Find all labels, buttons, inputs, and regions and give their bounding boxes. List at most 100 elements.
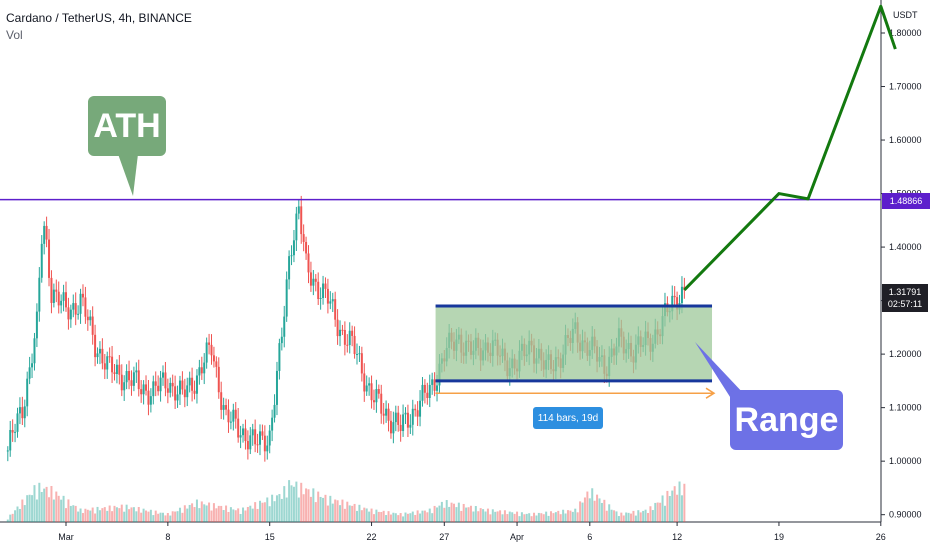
volume-bar <box>9 514 12 522</box>
volume-bar <box>346 501 349 522</box>
volume-bar <box>302 494 305 522</box>
chart-legend: Cardano / TetherUS, 4h, BINANCE Vol <box>6 10 192 44</box>
volume-bar <box>159 512 162 522</box>
volume-bar <box>329 495 332 522</box>
candle-body <box>382 413 385 416</box>
candle-body <box>329 301 332 304</box>
candle-body <box>31 363 34 368</box>
volume-bar <box>285 497 288 522</box>
volume-bar <box>72 505 75 522</box>
volume-bar <box>106 510 109 522</box>
volume-bar <box>171 511 174 522</box>
volume-bar <box>309 496 312 522</box>
volume-bar <box>166 513 169 522</box>
candle-body <box>210 344 213 356</box>
candle-body <box>60 300 63 306</box>
candle-body <box>314 278 317 282</box>
candle-body <box>419 400 422 417</box>
volume-bar <box>625 512 628 522</box>
volume-bar <box>353 503 356 522</box>
candle-body <box>394 412 397 423</box>
candle-body <box>317 281 320 299</box>
candle-body <box>278 343 281 371</box>
candle-body <box>232 409 235 422</box>
volume-bar <box>256 508 259 522</box>
volume-bar <box>237 508 240 522</box>
candle-body <box>297 206 300 214</box>
x-tick-label: 26 <box>876 532 886 542</box>
volume-bar <box>195 499 198 522</box>
y-tick-label: 1.70000 <box>889 82 922 92</box>
candle-body <box>300 206 303 235</box>
volume-bar <box>74 505 77 522</box>
volume-bar <box>467 507 470 522</box>
volume-bar <box>31 495 34 522</box>
candle-body <box>84 297 87 317</box>
volume-bar <box>193 507 196 522</box>
volume-bar <box>203 504 206 522</box>
volume-bar <box>40 491 43 522</box>
volume-bar <box>486 508 489 522</box>
volume-bar <box>639 512 642 522</box>
volume-bar <box>205 505 208 522</box>
volume-bar <box>598 498 601 522</box>
volume-bar <box>622 515 625 522</box>
candle-body <box>9 429 12 451</box>
candle-body <box>50 277 53 303</box>
volume-bar <box>666 490 669 522</box>
candle-body <box>45 225 48 240</box>
volume-bar <box>676 494 679 522</box>
candle-body <box>69 309 72 320</box>
volume-bar <box>305 488 308 522</box>
volume-bar <box>33 485 36 522</box>
candle-body <box>671 295 674 312</box>
volume-bar <box>273 501 276 522</box>
candle-body <box>380 393 383 414</box>
candle-body <box>123 382 126 391</box>
candle-body <box>77 313 80 315</box>
volume-bar <box>596 494 599 522</box>
volume-bar <box>108 505 111 522</box>
candle-body <box>227 409 230 423</box>
volume-bar <box>217 505 220 522</box>
volume-bar <box>149 509 152 522</box>
candle-body <box>676 297 679 310</box>
volume-bar <box>336 500 339 522</box>
candle-body <box>244 428 247 442</box>
volume-bar <box>162 512 164 522</box>
volume-bar <box>242 507 245 522</box>
candle-body <box>271 417 274 431</box>
candle-body <box>33 338 36 364</box>
candle-body <box>377 389 380 394</box>
volume-bar <box>469 505 472 522</box>
candle-body <box>26 378 29 407</box>
candle-body <box>680 286 683 304</box>
y-tick-label: 1.60000 <box>889 135 922 145</box>
volume-bar <box>554 512 557 522</box>
candle-body <box>86 316 89 321</box>
y-tick-label: 1.20000 <box>889 349 922 359</box>
candle-body <box>406 412 409 428</box>
volume-bar <box>632 510 635 522</box>
candle-body <box>142 384 145 395</box>
volume-bar <box>436 507 439 522</box>
ath-callout-pointer <box>118 154 138 196</box>
candle-body <box>222 405 225 410</box>
candle-body <box>203 362 206 374</box>
volume-bar <box>23 505 26 522</box>
volume-bar <box>227 511 230 522</box>
volume-bar <box>394 513 397 522</box>
candle-body <box>21 407 24 419</box>
volume-bar <box>511 512 514 522</box>
candle-body <box>65 292 67 308</box>
volume-bar <box>341 499 344 522</box>
candle-body <box>392 422 395 434</box>
volume-bar <box>472 511 475 522</box>
candle-body <box>360 353 363 374</box>
volume-bar <box>671 490 674 522</box>
volume-bar <box>115 507 118 522</box>
volume-bar <box>397 515 400 522</box>
candle-body <box>89 316 92 321</box>
candle-body <box>152 381 155 397</box>
